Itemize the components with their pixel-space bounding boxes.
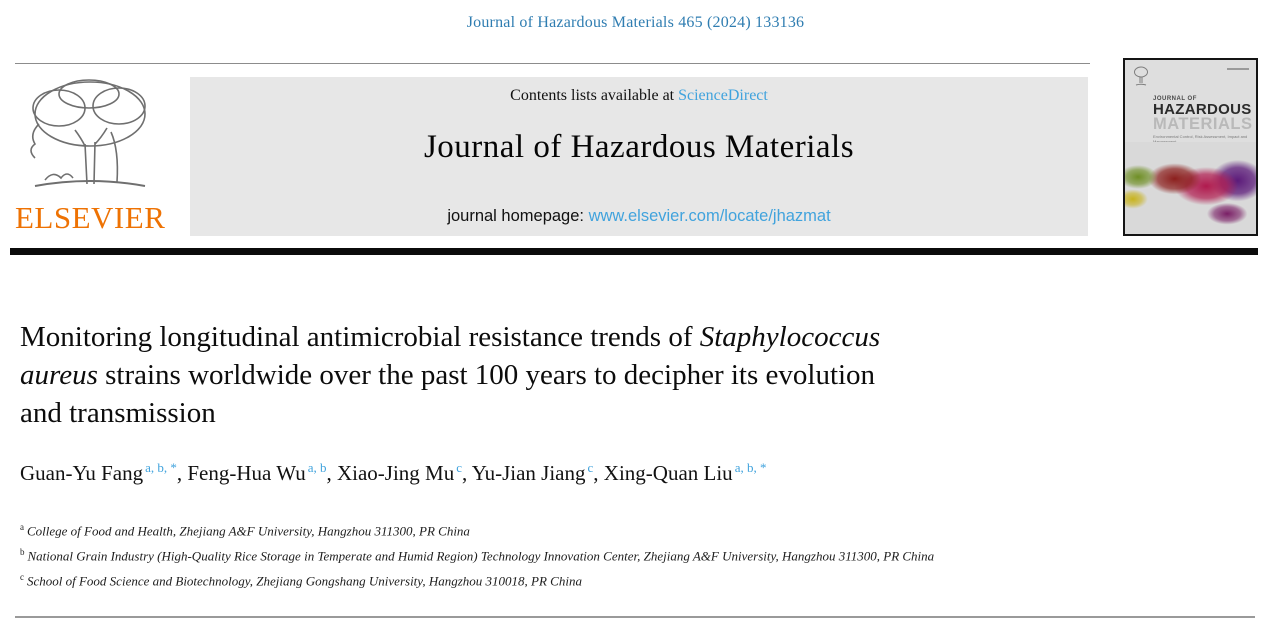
affiliation-mark: c: [20, 571, 24, 582]
article-title-line: aureus strains worldwide over the past 1…: [20, 356, 1110, 394]
affiliation-mark: a: [20, 522, 24, 532]
elsevier-wordmark: ELSEVIER: [15, 200, 166, 235]
cover-elsevier-tree-icon: [1133, 66, 1149, 93]
article-title-line: and transmission: [20, 394, 1110, 432]
author-separator: ,: [462, 461, 472, 485]
author-affiliation-marks: c: [456, 460, 463, 475]
author-name: Yu-Jian Jiang: [471, 461, 586, 485]
contents-prefix-text: Contents lists available at: [510, 87, 679, 104]
author-separator: ,: [326, 461, 337, 485]
homepage-line: journal homepage: www.elsevier.com/locat…: [190, 207, 1088, 226]
title-segment: and transmission: [20, 397, 216, 429]
running-head-citation: Journal of Hazardous Materials 465 (2024…: [466, 14, 805, 31]
title-italic-segment: aureus: [20, 359, 98, 391]
affiliation-entry: c School of Food Science and Biotechnolog…: [20, 567, 1095, 592]
author-affiliation-marks: a, b, *: [734, 460, 767, 475]
cover-world-map-art: [1125, 142, 1256, 234]
cover-journal-of: JOURNAL OF: [1153, 96, 1197, 102]
author-affiliation-marks: a, b: [307, 460, 327, 475]
author-name: Feng-Hua Wu: [187, 461, 306, 485]
affiliation-entry: b National Grain Industry (High-Quality R…: [20, 542, 1095, 567]
cover-title-block: JOURNAL OF HAZARDOUS MATERIALS Environme…: [1153, 96, 1252, 144]
elsevier-tree-icon: [15, 72, 167, 198]
author-name: Xing-Quan Liu: [603, 461, 733, 485]
author-separator: ,: [176, 461, 188, 485]
cover-title-line2: MATERIALS: [1153, 115, 1253, 134]
article-title: Monitoring longitudinal antimicrobial re…: [20, 318, 1110, 432]
affiliations-list: a College of Food and Health, Zhejiang A&…: [20, 517, 1095, 591]
header-top-rule: [15, 63, 1090, 64]
affiliation-text: School of Food Science and Biotechnology…: [27, 572, 582, 588]
contents-line: Contents lists available at ScienceDirec…: [190, 87, 1088, 105]
journal-title: Journal of Hazardous Materials: [423, 129, 855, 165]
homepage-prefix-text: journal homepage:: [447, 207, 589, 225]
header-divider-bar: [10, 248, 1258, 255]
title-italic-segment: Staphylococcus: [699, 321, 881, 353]
journal-banner: Contents lists available at ScienceDirec…: [190, 77, 1088, 236]
author-name: Xiao-Jing Mu: [336, 461, 455, 485]
journal-homepage-link[interactable]: www.elsevier.com/locate/jhazmat: [588, 207, 831, 225]
affiliation-mark: b: [20, 546, 25, 557]
author-affiliation-marks: c: [587, 460, 594, 475]
author-separator: ,: [593, 461, 604, 485]
cover-title-line1: HAZARDOUS: [1153, 101, 1252, 119]
title-segment: Monitoring longitudinal antimicrobial re…: [20, 321, 700, 353]
cover-issue-info: [1227, 68, 1249, 70]
cover-subtitle: Environmental Control, Risk Assessment, …: [1153, 134, 1248, 144]
affiliation-entry: a College of Food and Health, Zhejiang A&…: [20, 517, 1095, 542]
section-divider-rule: [15, 616, 1255, 618]
journal-cover-thumbnail: JOURNAL OF HAZARDOUS MATERIALS Environme…: [1123, 58, 1258, 236]
author-list: Guan-Yu Fang a, b, *, Feng-Hua Wu a, b, Xi…: [20, 460, 1120, 486]
title-segment: strains worldwide over the past 100 year…: [97, 359, 876, 391]
affiliation-text: National Grain Industry (High-Quality Ri…: [27, 548, 935, 564]
article-title-line: Monitoring longitudinal antimicrobial re…: [20, 318, 1110, 356]
author-affiliation-marks: a, b, *: [145, 460, 177, 475]
affiliation-text: College of Food and Health, Zhejiang A&F…: [27, 523, 470, 539]
elsevier-logo: ELSEVIER: [15, 72, 167, 236]
author-name: Guan-Yu Fang: [20, 461, 144, 485]
sciencedirect-link[interactable]: ScienceDirect: [678, 87, 768, 104]
